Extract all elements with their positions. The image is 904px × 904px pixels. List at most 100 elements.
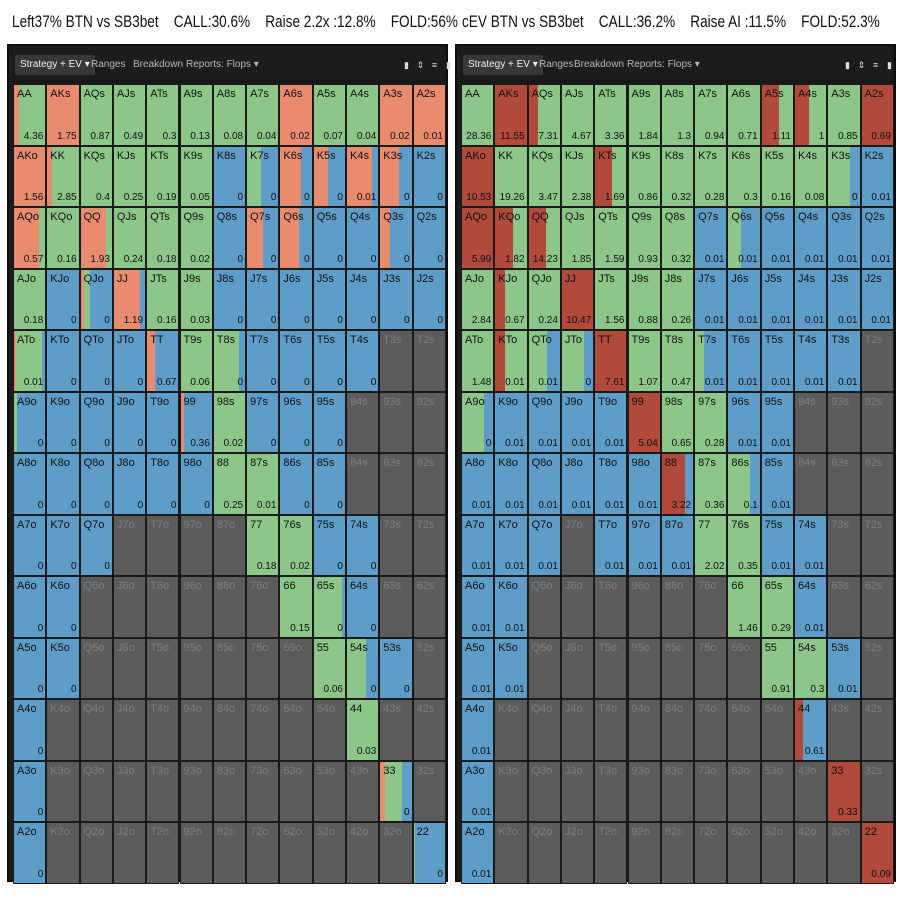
hand-cell-j3o[interactable]: J3o xyxy=(560,760,595,822)
hand-cell-86s[interactable]: 86s 0 xyxy=(279,453,313,515)
hand-cell-k7s[interactable]: K7s 0 xyxy=(246,145,280,207)
hand-cell-kto[interactable]: KTo 0 xyxy=(46,330,80,392)
hand-cell-q4s[interactable]: Q4s 0 xyxy=(346,207,380,269)
hand-cell-t9o[interactable]: T9o 0 xyxy=(146,391,180,453)
hand-cell-73s[interactable]: 73s xyxy=(827,514,861,576)
hand-cell-qto[interactable]: QTo 0 xyxy=(79,330,113,392)
hand-cell-k3o[interactable]: K3o xyxy=(494,760,528,822)
hand-cell-aa[interactable]: AA 4.36 xyxy=(13,84,47,146)
hand-cell-a6o[interactable]: A6o 0 xyxy=(13,576,47,638)
hand-cell-77[interactable]: 77 0.18 xyxy=(246,514,280,576)
hand-cell-52s[interactable]: 52s xyxy=(860,637,894,699)
hand-cell-a8s[interactable]: A8s 1.3 xyxy=(660,84,695,146)
hand-cell-93o[interactable]: 93o xyxy=(627,760,661,822)
hand-cell-jj[interactable]: JJ 10.47 xyxy=(560,268,595,330)
tab-ranges[interactable]: Ranges xyxy=(91,59,126,70)
tab-strategy-ev[interactable]: Strategy + EV ▾ xyxy=(463,55,543,75)
hand-cell-q8s[interactable]: Q8s 0.32 xyxy=(660,207,695,269)
hand-cell-kjo[interactable]: KJo 0 xyxy=(46,268,80,330)
hand-cell-k9s[interactable]: K9s 0.05 xyxy=(179,145,213,207)
hand-cell-k5o[interactable]: K5o 0.01 xyxy=(494,637,528,699)
hand-cell-q6o[interactable]: Q6o xyxy=(527,576,561,638)
hand-cell-96o[interactable]: 96o xyxy=(627,576,661,638)
sort-icon[interactable]: ⇕ xyxy=(416,60,425,70)
hand-cell-k2s[interactable]: K2s 0.01 xyxy=(860,145,894,207)
hand-cell-k7o[interactable]: K7o 0.01 xyxy=(494,514,528,576)
hand-cell-84s[interactable]: 84s xyxy=(794,453,828,515)
hand-cell-ako[interactable]: AKo 1.56 xyxy=(13,145,47,207)
hand-cell-k8s[interactable]: K8s 0 xyxy=(212,145,247,207)
hand-cell-k3s[interactable]: K3s 0 xyxy=(379,145,413,207)
hand-cell-66[interactable]: 66 1.46 xyxy=(727,576,761,638)
hand-cell-tt[interactable]: TT 7.61 xyxy=(594,330,628,392)
hand-cell-87o[interactable]: 87o 0.01 xyxy=(660,514,695,576)
hand-cell-kts[interactable]: KTs 0.19 xyxy=(146,145,180,207)
hand-cell-a9o[interactable]: A9o 0 xyxy=(13,391,47,453)
hand-cell-j8s[interactable]: J8s 0.26 xyxy=(660,268,695,330)
hand-cell-a8s[interactable]: A8s 0.08 xyxy=(212,84,247,146)
hand-cell-a9s[interactable]: A9s 0.13 xyxy=(179,84,213,146)
hand-cell-97o[interactable]: 97o xyxy=(179,514,213,576)
hand-cell-a2s[interactable]: A2s 0.69 xyxy=(860,84,894,146)
hand-cell-q7o[interactable]: Q7o 0 xyxy=(79,514,113,576)
hand-cell-tt[interactable]: TT 0.67 xyxy=(146,330,180,392)
hand-cell-64o[interactable]: 64o xyxy=(727,699,761,761)
hand-cell-kqo[interactable]: KQo 0.16 xyxy=(46,207,80,269)
hand-cell-q6o[interactable]: Q6o xyxy=(79,576,113,638)
hand-cell-a6s[interactable]: A6s 0.02 xyxy=(279,84,313,146)
hand-cell-kjs[interactable]: KJs 2.38 xyxy=(560,145,595,207)
hand-cell-k7o[interactable]: K7o 0 xyxy=(46,514,80,576)
hand-cell-jts[interactable]: JTs 1.56 xyxy=(594,268,628,330)
hand-cell-jto[interactable]: JTo 0 xyxy=(560,330,595,392)
hand-cell-54o[interactable]: 54o xyxy=(312,699,346,761)
hand-cell-j6o[interactable]: J6o xyxy=(560,576,595,638)
hand-cell-ato[interactable]: ATo 1.48 xyxy=(461,330,495,392)
hand-cell-t9o[interactable]: T9o 0.01 xyxy=(594,391,628,453)
hand-cell-kqs[interactable]: KQs 3.47 xyxy=(527,145,561,207)
hand-cell-76o[interactable]: 76o xyxy=(694,576,728,638)
hand-cell-92s[interactable]: 92s xyxy=(412,391,446,453)
hand-cell-a4s[interactable]: A4s 0.04 xyxy=(346,84,380,146)
hand-cell-kqo[interactable]: KQo 1.82 xyxy=(494,207,528,269)
hand-cell-84o[interactable]: 84o xyxy=(212,699,247,761)
hand-cell-k6s[interactable]: K6s 0.3 xyxy=(727,145,761,207)
hand-cell-72o[interactable]: 72o xyxy=(694,822,728,884)
hand-cell-q7s[interactable]: Q7s 0.01 xyxy=(694,207,728,269)
hand-cell-q6s[interactable]: Q6s 0.01 xyxy=(727,207,761,269)
hand-cell-54s[interactable]: 54s 0.3 xyxy=(794,637,828,699)
hand-cell-75o[interactable]: 75o xyxy=(694,637,728,699)
hand-cell-jto[interactable]: JTo 0 xyxy=(112,330,147,392)
hand-cell-63o[interactable]: 63o xyxy=(279,760,313,822)
hand-cell-kk[interactable]: KK 19.26 xyxy=(494,145,528,207)
hand-cell-a3s[interactable]: A3s 0.02 xyxy=(379,84,413,146)
hand-cell-j2o[interactable]: J2o xyxy=(560,822,595,884)
hand-cell-t4o[interactable]: T4o xyxy=(594,699,628,761)
hand-cell-k8s[interactable]: K8s 0.32 xyxy=(660,145,695,207)
hand-cell-k9o[interactable]: K9o 0 xyxy=(46,391,80,453)
hand-cell-k4o[interactable]: K4o xyxy=(494,699,528,761)
hand-cell-t3s[interactable]: T3s xyxy=(379,330,413,392)
hand-cell-t7s[interactable]: T7s 0.01 xyxy=(694,330,728,392)
card-icon[interactable]: ▮ xyxy=(446,60,451,70)
hand-cell-74s[interactable]: 74s 0 xyxy=(346,514,380,576)
hand-cell-t8s[interactable]: T8s 0.47 xyxy=(660,330,695,392)
hand-cell-74o[interactable]: 74o xyxy=(694,699,728,761)
hand-cell-q7o[interactable]: Q7o 0.01 xyxy=(527,514,561,576)
hand-cell-55[interactable]: 55 0.06 xyxy=(312,637,346,699)
hand-cell-94s[interactable]: 94s xyxy=(346,391,380,453)
hand-cell-t2o[interactable]: T2o xyxy=(146,822,180,884)
hand-cell-j4o[interactable]: J4o xyxy=(112,699,147,761)
hand-cell-52o[interactable]: 52o xyxy=(760,822,794,884)
hand-cell-96s[interactable]: 96s 0 xyxy=(279,391,313,453)
hand-cell-t9s[interactable]: T9s 1.07 xyxy=(627,330,661,392)
hand-cell-qjs[interactable]: QJs 1.85 xyxy=(560,207,595,269)
hand-cell-62o[interactable]: 62o xyxy=(279,822,313,884)
hand-cell-72s[interactable]: 72s xyxy=(412,514,446,576)
hand-cell-66[interactable]: 66 0.15 xyxy=(279,576,313,638)
hand-cell-kjo[interactable]: KJo 0.67 xyxy=(494,268,528,330)
hand-cell-43s[interactable]: 43s xyxy=(827,699,861,761)
hand-cell-65s[interactable]: 65s 0.29 xyxy=(760,576,794,638)
hand-cell-ajs[interactable]: AJs 0.49 xyxy=(112,84,147,146)
tab-breakdown[interactable]: Breakdown xyxy=(574,59,625,70)
hand-cell-t5o[interactable]: T5o xyxy=(146,637,180,699)
